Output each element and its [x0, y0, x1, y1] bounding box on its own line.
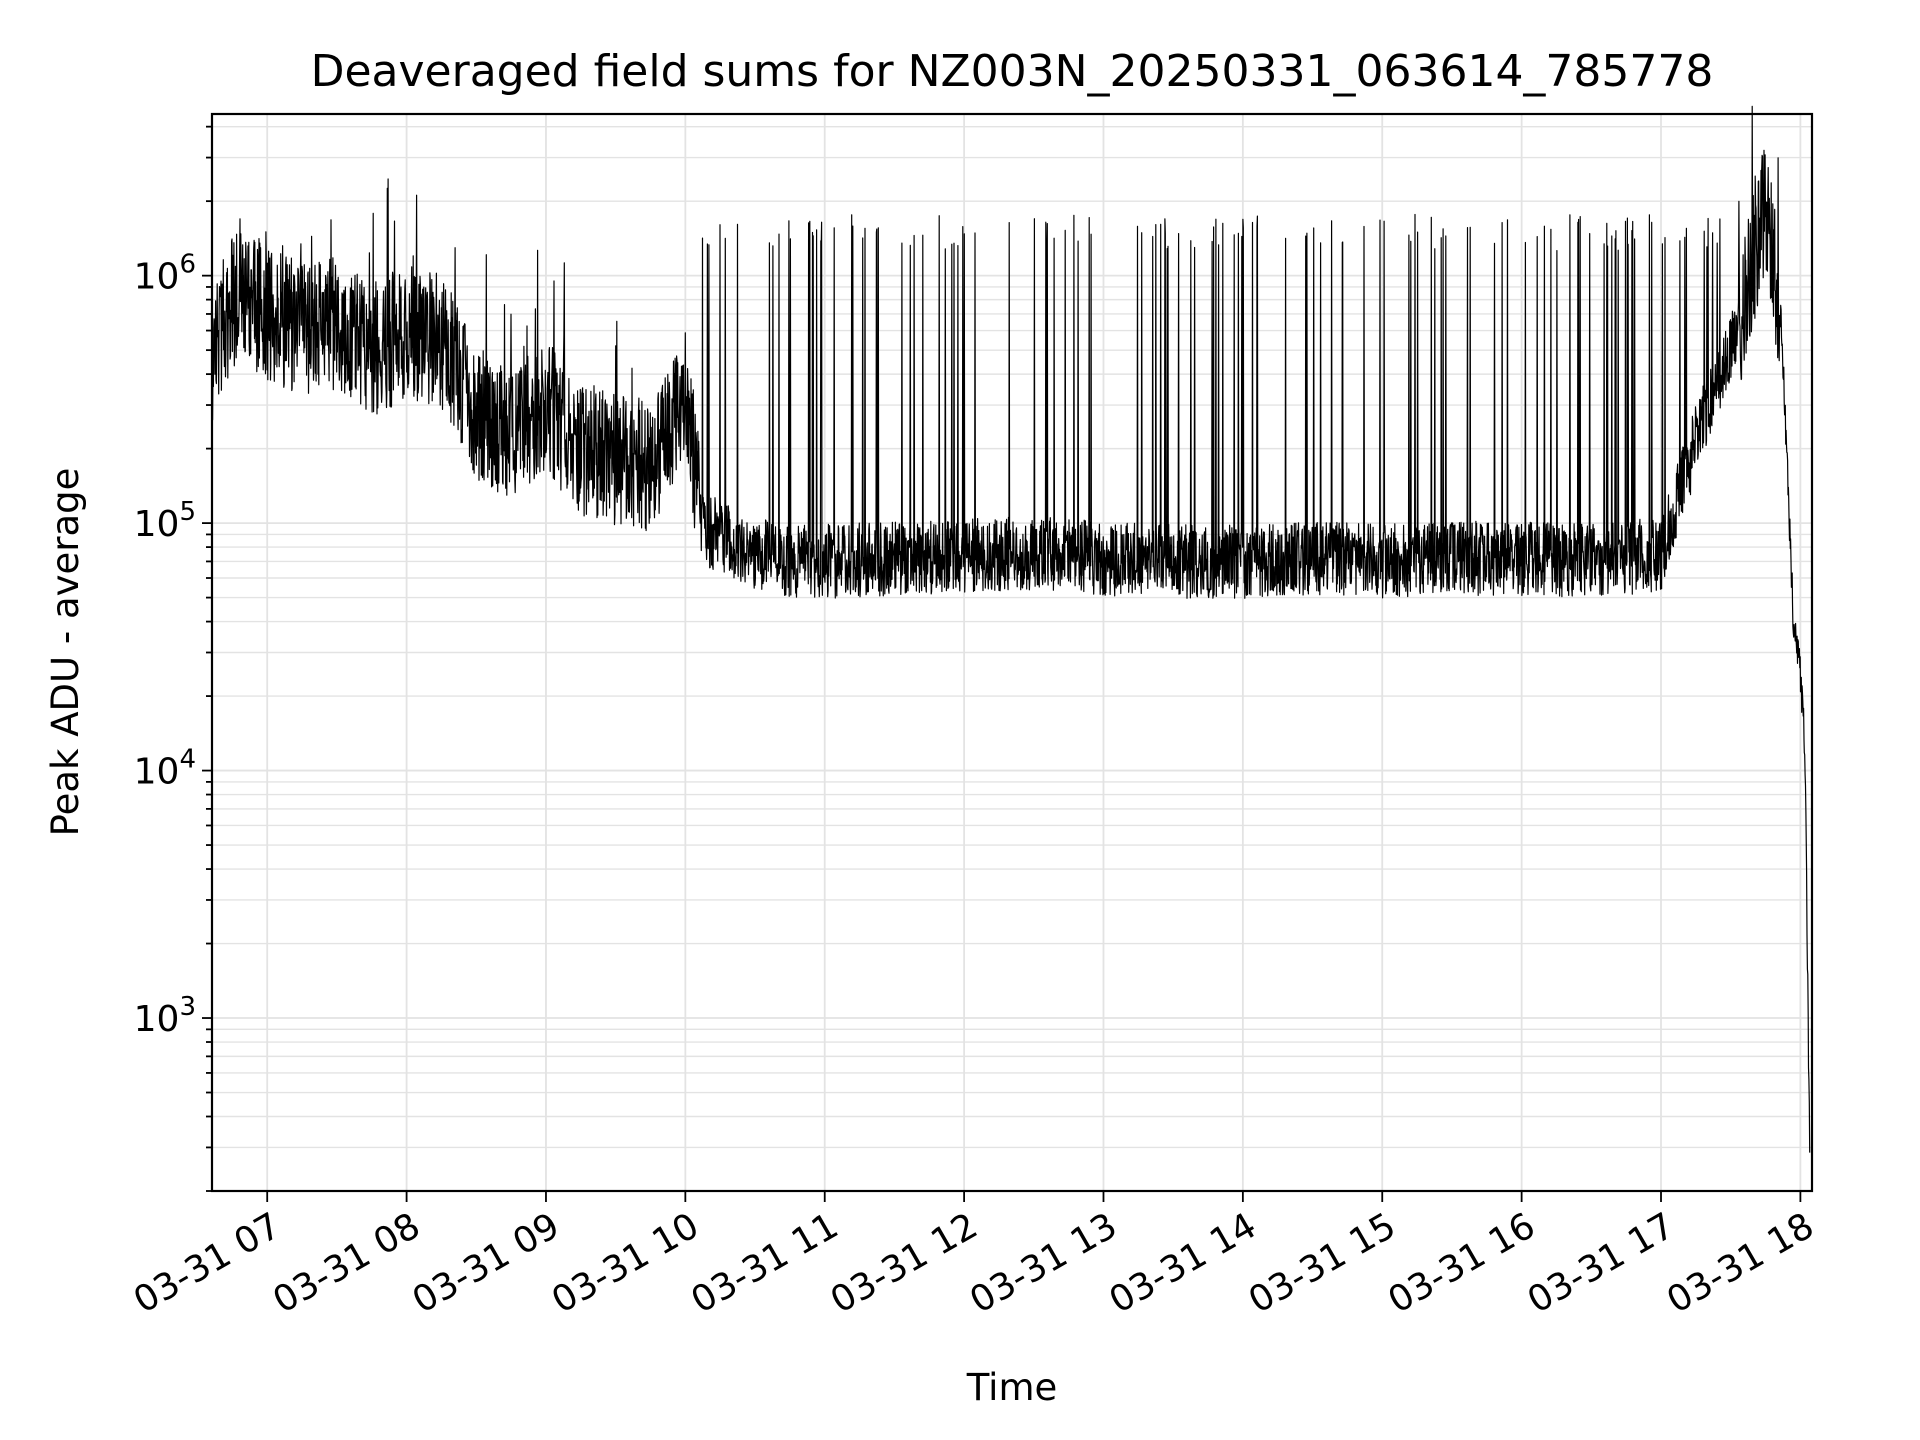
x-tick-label: 03-31 15	[1242, 1205, 1403, 1321]
x-tick-label: 03-31 09	[406, 1205, 567, 1321]
data-line-layer	[210, 105, 1811, 1153]
x-tick-label: 03-31 08	[266, 1205, 427, 1321]
y-tick-label: 105	[134, 497, 196, 545]
x-tick-label: 03-31 11	[685, 1205, 846, 1321]
x-tick-label: 03-31 12	[824, 1205, 985, 1321]
x-tick-label: 03-31 14	[1103, 1205, 1264, 1321]
y-tick-label: 103	[134, 992, 196, 1040]
series-line	[210, 105, 1811, 1153]
x-tick-label: 03-31 16	[1381, 1205, 1542, 1321]
y-tick-label: 106	[134, 250, 196, 298]
grid	[212, 114, 1812, 1192]
x-tick-label: 03-31 18	[1660, 1205, 1821, 1321]
x-tick-label: 03-31 10	[545, 1205, 706, 1321]
x-tick-label: 03-31 13	[963, 1205, 1124, 1321]
y-axis-label: Peak ADU - average	[44, 468, 87, 837]
chart-title: Deaveraged field sums for NZ003N_2025033…	[311, 46, 1714, 97]
y-axis: 103 104 105 106	[134, 125, 212, 1192]
x-tick-label: 03-31 07	[127, 1205, 288, 1321]
y-tick-label: 104	[134, 745, 196, 793]
x-tick-label: 03-31 17	[1521, 1205, 1682, 1321]
x-axis-label: Time	[966, 1366, 1058, 1409]
